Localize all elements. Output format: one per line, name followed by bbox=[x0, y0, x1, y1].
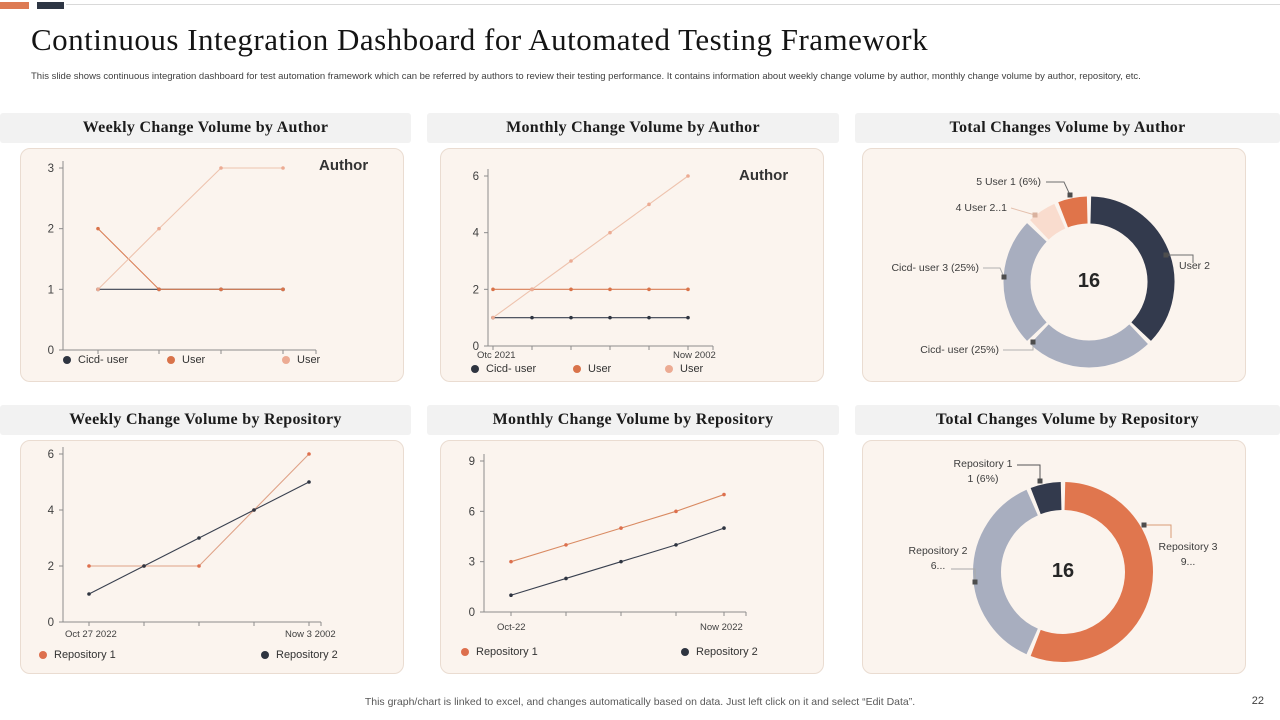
donut-label-repository-2: Repository 2 6... bbox=[893, 544, 983, 574]
legend-dot bbox=[461, 648, 469, 656]
svg-text:3: 3 bbox=[48, 163, 54, 175]
legend-item-cicd-user: Cicd- user bbox=[471, 363, 536, 375]
chart-header-monthly-author: Monthly Change Volume by Author bbox=[427, 113, 839, 143]
donut-label-5-user-1: 5 User 1 (6%) bbox=[976, 176, 1041, 188]
svg-text:1: 1 bbox=[48, 284, 54, 296]
legend-dot bbox=[39, 651, 47, 659]
chart-card-monthly-repository[interactable]: 0 3 6 9 Oct-22 Now 2022 Repository 1 Reposi… bbox=[440, 440, 824, 674]
monthly-author-line-chart: 0 2 4 6 bbox=[473, 169, 714, 353]
legend-label: Repository 2 bbox=[696, 646, 758, 658]
legend-label: Cicd- user bbox=[78, 354, 129, 366]
chart-header-total-author: Total Changes Volume by Author bbox=[855, 113, 1280, 143]
svg-text:2: 2 bbox=[48, 561, 54, 573]
legend-label: Repository 2 bbox=[276, 649, 338, 661]
legend-label: User bbox=[297, 354, 321, 366]
chart-card-monthly-author[interactable]: 0 2 4 6 Author Otc 2021 Now 2002 Cicd- user… bbox=[440, 148, 824, 382]
legend-item-user: User bbox=[167, 354, 205, 366]
x-axis-label-first: Oct 27 2022 bbox=[65, 629, 117, 640]
svg-text:2: 2 bbox=[473, 284, 479, 296]
donut-label-4-user: 4 User 2..1 bbox=[955, 202, 1007, 214]
top-divider bbox=[66, 4, 1280, 5]
legend-dot bbox=[167, 356, 175, 364]
svg-text:6: 6 bbox=[48, 449, 54, 461]
x-axis-label-first: Otc 2021 bbox=[477, 350, 516, 361]
legend-label: Cicd- user bbox=[486, 363, 537, 375]
chart-card-weekly-repository[interactable]: 0 2 4 6 Oct 27 2022 Now 3 2002 Repository 1… bbox=[20, 440, 404, 674]
legend-item-repository-1: Repository 1 bbox=[39, 649, 116, 661]
legend-dot bbox=[63, 356, 71, 364]
donut-label-cicd-user-3: Cicd- user 3 (25%) bbox=[891, 262, 979, 274]
svg-text:6: 6 bbox=[473, 171, 479, 183]
legend-dot bbox=[282, 356, 290, 364]
monthly-repository-line-chart: 0 3 6 9 bbox=[469, 454, 747, 619]
svg-text:4: 4 bbox=[48, 505, 55, 517]
legend-label: User bbox=[182, 354, 206, 366]
footer-note: This graph/chart is linked to excel, and… bbox=[364, 696, 916, 708]
total-author-donut-chart bbox=[983, 181, 1194, 368]
legend-item-repository-2: Repository 2 bbox=[261, 649, 338, 661]
x-axis-label-last: Now 2022 bbox=[700, 622, 743, 633]
legend-dot bbox=[471, 365, 479, 373]
weekly-author-line-chart: 0 1 2 3 bbox=[48, 161, 317, 357]
legend-item-user-2: User bbox=[665, 363, 703, 375]
legend-label: Repository 1 bbox=[476, 646, 538, 658]
chart-header-weekly-repository: Weekly Change Volume by Repository bbox=[0, 405, 411, 435]
svg-text:2: 2 bbox=[48, 224, 54, 236]
weekly-repository-line-chart: 0 2 4 6 bbox=[48, 447, 322, 629]
donut-label-value: 1 (6%) bbox=[967, 473, 999, 485]
page-number: 22 bbox=[1251, 695, 1264, 707]
chart-header-monthly-repository: Monthly Change Volume by Repository bbox=[427, 405, 839, 435]
chart-header-total-repository: Total Changes Volume by Repository bbox=[855, 405, 1280, 435]
x-axis-label-first: Oct-22 bbox=[497, 622, 526, 633]
svg-text:0: 0 bbox=[48, 617, 54, 629]
chart-card-total-repository[interactable]: Repository 1 1 (6%) Repository 2 6... Re… bbox=[862, 440, 1246, 674]
donut-label-cicd-user: Cicd- user (25%) bbox=[920, 344, 999, 356]
svg-text:3: 3 bbox=[469, 557, 475, 569]
series-group-label: Author bbox=[739, 167, 789, 184]
legend-item-cicd-user: Cicd- user bbox=[63, 354, 128, 366]
accent-bar-navy bbox=[37, 2, 64, 9]
donut-label-repository-3: Repository 3 9... bbox=[1143, 540, 1233, 570]
x-axis-label-last: Now 3 2002 bbox=[285, 629, 336, 640]
page-subtitle: This slide shows continuous integration … bbox=[31, 71, 1141, 82]
donut-label-name: Repository 1 bbox=[953, 458, 1013, 470]
legend-dot bbox=[681, 648, 689, 656]
donut-label-repository-1: Repository 1 1 (6%) bbox=[938, 457, 1028, 487]
legend-label: Repository 1 bbox=[54, 649, 116, 661]
svg-text:0: 0 bbox=[469, 607, 475, 619]
legend-dot bbox=[665, 365, 673, 373]
chart-header-weekly-author: Weekly Change Volume by Author bbox=[0, 113, 411, 143]
svg-text:9: 9 bbox=[469, 456, 475, 468]
svg-text:0: 0 bbox=[473, 341, 479, 353]
svg-text:6: 6 bbox=[469, 506, 475, 518]
svg-text:4: 4 bbox=[473, 228, 480, 240]
legend-label: User bbox=[680, 363, 704, 375]
legend-item-repository-2: Repository 2 bbox=[681, 646, 758, 658]
donut-label-value: 6... bbox=[930, 560, 946, 572]
series-group-label: Author bbox=[319, 157, 369, 174]
accent-bar-orange bbox=[0, 2, 29, 9]
donut-label-name: Repository 2 bbox=[908, 545, 968, 557]
legend-dot bbox=[573, 365, 581, 373]
legend-item-user-2: User bbox=[282, 354, 320, 366]
chart-card-weekly-author[interactable]: 0 1 2 3 Author Cicd- user User User bbox=[20, 148, 404, 382]
legend-label: User bbox=[588, 363, 612, 375]
donut-label-value: 9... bbox=[1180, 556, 1196, 568]
donut-label-user-2: User 2 bbox=[1179, 260, 1210, 272]
page-title: Continuous Integration Dashboard for Aut… bbox=[31, 22, 929, 57]
svg-text:0: 0 bbox=[48, 345, 54, 357]
donut-center-total: 16 bbox=[1077, 270, 1101, 292]
donut-center-total: 16 bbox=[1051, 560, 1075, 582]
legend-item-repository-1: Repository 1 bbox=[461, 646, 538, 658]
chart-card-total-author[interactable]: 5 User 1 (6%) 4 User 2..1 Cicd- user 3 (… bbox=[862, 148, 1246, 382]
legend-dot bbox=[261, 651, 269, 659]
donut-label-name: Repository 3 bbox=[1158, 541, 1218, 553]
legend-item-user: User bbox=[573, 363, 611, 375]
total-repository-donut-chart bbox=[951, 464, 1172, 662]
x-axis-label-last: Now 2002 bbox=[673, 350, 716, 361]
